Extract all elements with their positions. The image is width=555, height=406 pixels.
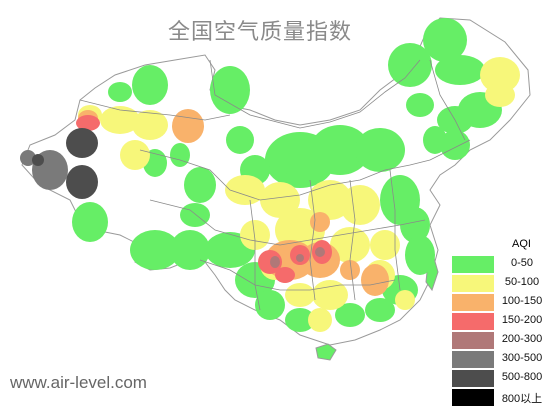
legend-item: 50-100 [452, 275, 548, 292]
legend-label: 50-100 [504, 276, 540, 288]
hainan-island [315, 343, 337, 361]
legend-swatch [452, 389, 494, 406]
aqi-blobs [20, 18, 520, 332]
legend-item: 150-200 [452, 313, 548, 330]
legend-label: 100-150 [501, 295, 543, 307]
legend-item: 500-800 [452, 370, 548, 387]
legend-swatch [452, 275, 494, 292]
map-title: 全国空气质量指数 [167, 20, 352, 45]
legend-swatch [452, 256, 494, 273]
legend-swatch [452, 332, 494, 349]
legend-item: 100-150 [452, 294, 548, 311]
legend-swatch [452, 351, 494, 368]
legend-item: 0-50 [452, 256, 548, 273]
legend-title: AQI [512, 238, 531, 250]
legend-label: 500-800 [501, 371, 543, 383]
legend-swatch [452, 313, 494, 330]
legend-label: 800以上 [501, 393, 543, 405]
legend-label: 300-500 [501, 352, 543, 364]
legend-label: 0-50 [510, 257, 534, 269]
province-borders [79, 59, 471, 311]
legend-label: 150-200 [501, 314, 543, 326]
legend-swatch [452, 370, 494, 387]
legend-label: 200-300 [501, 333, 543, 345]
legend-item: 800以上 [452, 389, 548, 406]
legend-swatch [452, 294, 494, 311]
legend-item: 200-300 [452, 332, 548, 349]
watermark-link: www.air-level.com [10, 373, 147, 392]
legend-item: 300-500 [452, 351, 548, 368]
